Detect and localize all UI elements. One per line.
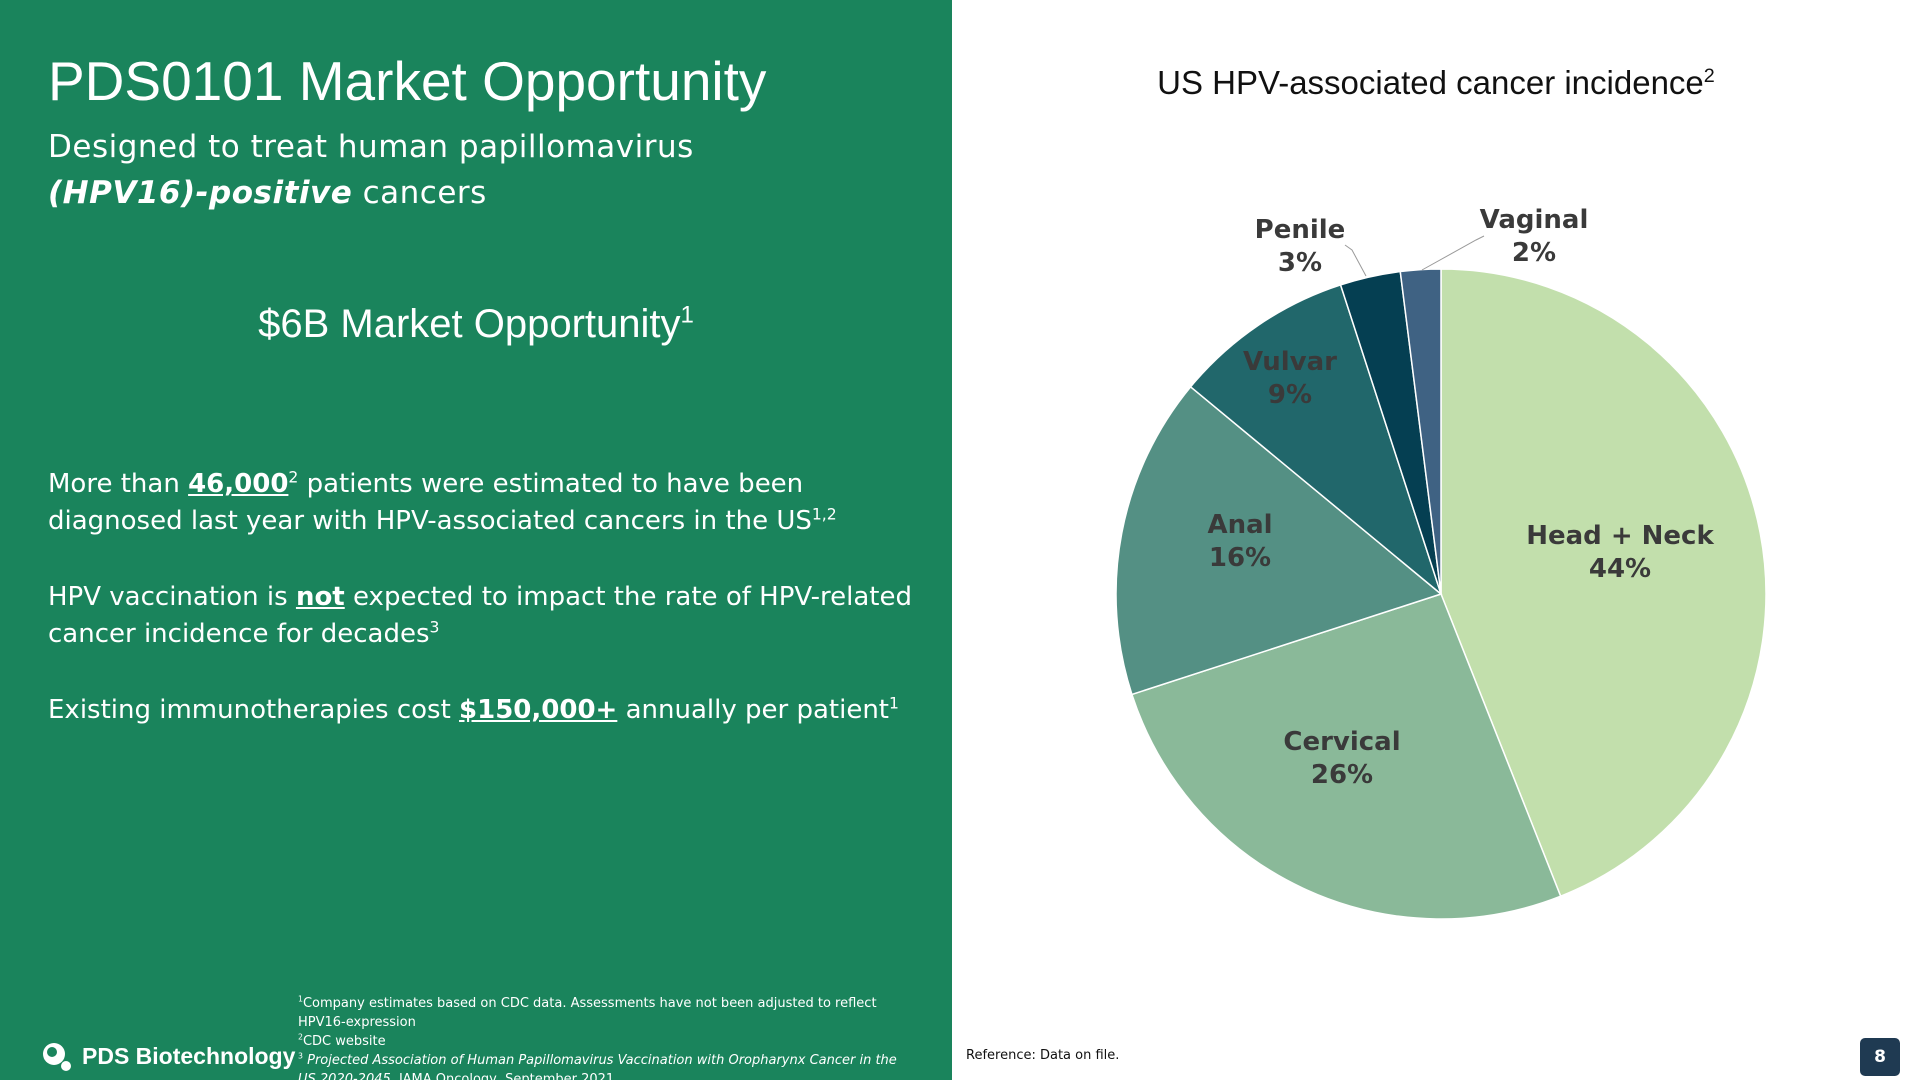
key-point-3-pre: Existing immunotherapies cost <box>48 695 460 725</box>
reference-note: Reference: Data on file. <box>966 1048 1120 1063</box>
key-point-2-post: expected to impact the rate of HPV-relat… <box>48 582 912 649</box>
chart-title: US HPV-associated cancer incidence2 <box>952 64 1920 102</box>
key-point-1-pre: More than <box>48 469 189 499</box>
slice-value-penile: 3% <box>1278 248 1322 278</box>
key-point-3-highlight: $150,000+ <box>459 695 618 725</box>
logo-icon <box>43 1043 71 1071</box>
key-point-1-post: patients were estimated to have been dia… <box>48 469 812 536</box>
footnote-1: 1Company estimates based on CDC data. As… <box>298 994 918 1032</box>
slice-value-anal: 16% <box>1209 543 1271 573</box>
pie-slice-cervical <box>1130 593 1562 920</box>
slice-value-cervical: 26% <box>1311 760 1373 790</box>
chart-title-text: US HPV-associated cancer incidence <box>1157 64 1704 101</box>
page-number: 8 <box>1860 1038 1900 1076</box>
key-point-3-ref: 1 <box>889 694 899 713</box>
subtitle-rest: cancers <box>352 175 487 211</box>
slice-label-vulvar: Vulvar <box>1243 347 1337 377</box>
pie-slice-vulvar <box>1189 283 1443 597</box>
market-text: $6B Market Opportunity <box>258 302 681 346</box>
footnote-2: 2CDC website <box>298 1032 918 1051</box>
company-logo: PDS Biotechnology <box>40 1036 295 1076</box>
pie-slice-vaginal <box>1399 268 1442 595</box>
leader-line-vaginal <box>1421 235 1485 271</box>
key-point-1-ref: 1,2 <box>811 505 837 524</box>
key-point-1-highlight: 46,000 <box>188 469 289 499</box>
key-point-2-pre: HPV vaccination is <box>48 582 296 612</box>
key-point-2: HPV vaccination is not expected to impac… <box>48 579 928 653</box>
key-point-1-highlight-ref: 2 <box>288 468 299 487</box>
slice-label-cervical: Cervical <box>1283 727 1400 757</box>
slice-value-vulvar: 9% <box>1268 380 1312 410</box>
page-subtitle: Designed to treat human papillomavirus (… <box>48 124 694 216</box>
footnote-3-marker: 3 <box>298 1051 303 1061</box>
slice-value-vaginal: 2% <box>1512 238 1556 268</box>
key-point-2-ref: 3 <box>429 618 440 637</box>
slice-label-vaginal: Vaginal <box>1480 205 1589 235</box>
key-point-1: More than 46,0002 patients were estimate… <box>48 466 928 540</box>
subtitle-emphasis: (HPV16)-positive <box>48 175 353 211</box>
subtitle-line2: (HPV16)-positive cancers <box>48 170 694 216</box>
key-point-3: Existing immunotherapies cost $150,000+ … <box>48 692 928 729</box>
slice-label-anal: Anal <box>1207 510 1272 540</box>
left-panel: PDS0101 Market Opportunity Designed to t… <box>0 0 952 1087</box>
footnote-2-marker: 2 <box>298 1032 303 1042</box>
key-points: More than 46,0002 patients were estimate… <box>48 466 928 768</box>
key-point-3-post: annually per patient <box>617 695 889 725</box>
footnote-1-text: Company estimates based on CDC data. Ass… <box>298 996 877 1030</box>
footnote-2-text: CDC website <box>302 1034 386 1049</box>
key-point-2-highlight: not <box>295 582 345 612</box>
pie-slice-anal <box>1115 385 1443 696</box>
leader-line-penile <box>1344 244 1367 277</box>
footnote-1-marker: 1 <box>298 994 303 1004</box>
slice-label-head-neck: Head + Neck <box>1526 521 1714 551</box>
page-title: PDS0101 Market Opportunity <box>48 50 767 112</box>
market-opportunity-heading: $6B Market Opportunity1 <box>0 302 952 347</box>
slice-value-head-neck: 44% <box>1589 554 1651 584</box>
logo-text: PDS Biotechnology <box>82 1042 296 1069</box>
subtitle-line1: Designed to treat human papillomavirus <box>48 129 694 165</box>
slice-label-penile: Penile <box>1255 215 1346 245</box>
market-footnote-ref: 1 <box>680 301 694 329</box>
chart-title-ref: 2 <box>1703 65 1715 87</box>
pie-slice-head-neck <box>1440 268 1767 898</box>
